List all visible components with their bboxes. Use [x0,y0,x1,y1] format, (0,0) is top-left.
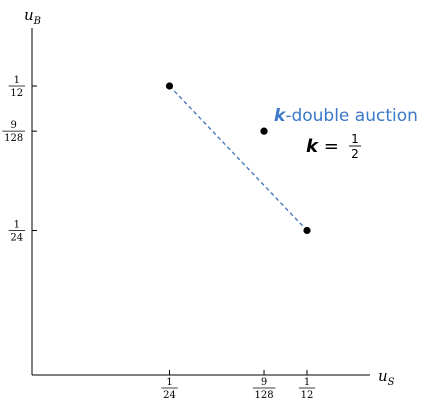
y-tick-label-den: 24 [10,233,23,244]
y-tick-label: 124 [8,220,25,244]
y-tick-label-den: 12 [10,88,23,99]
annotation-fraction: 12 [349,132,361,161]
frontier-line [168,85,308,231]
x-tick-label-num: 1 [166,377,172,388]
data-point [165,82,174,90]
x-tick-label-den: 24 [163,390,176,401]
x-tick-label: 124 [161,377,178,401]
x-tick-label-den: 12 [301,390,314,401]
y-tick-label-num: 9 [11,120,17,131]
x-tick-label-num: 9 [261,377,267,388]
annotation-fraction-den: 2 [351,147,359,161]
annotation-fraction-num: 1 [351,132,359,146]
annotation-line1: k-double auction [274,106,418,126]
annotation-line2: k = [306,136,339,157]
x-tick-label-num: 1 [304,377,310,388]
y-axis-label: uB [24,6,41,27]
y-tick-label-num: 1 [14,220,20,231]
data-point [303,226,311,235]
y-tick-label: 112 [8,75,25,99]
x-axis-label: uS [378,367,395,388]
x-tick-label-den: 128 [254,390,273,401]
x-tick-label: 112 [298,377,316,401]
data-point [260,127,268,135]
y-tick-label-den: 128 [4,133,23,144]
y-tick-label-num: 1 [14,75,20,86]
